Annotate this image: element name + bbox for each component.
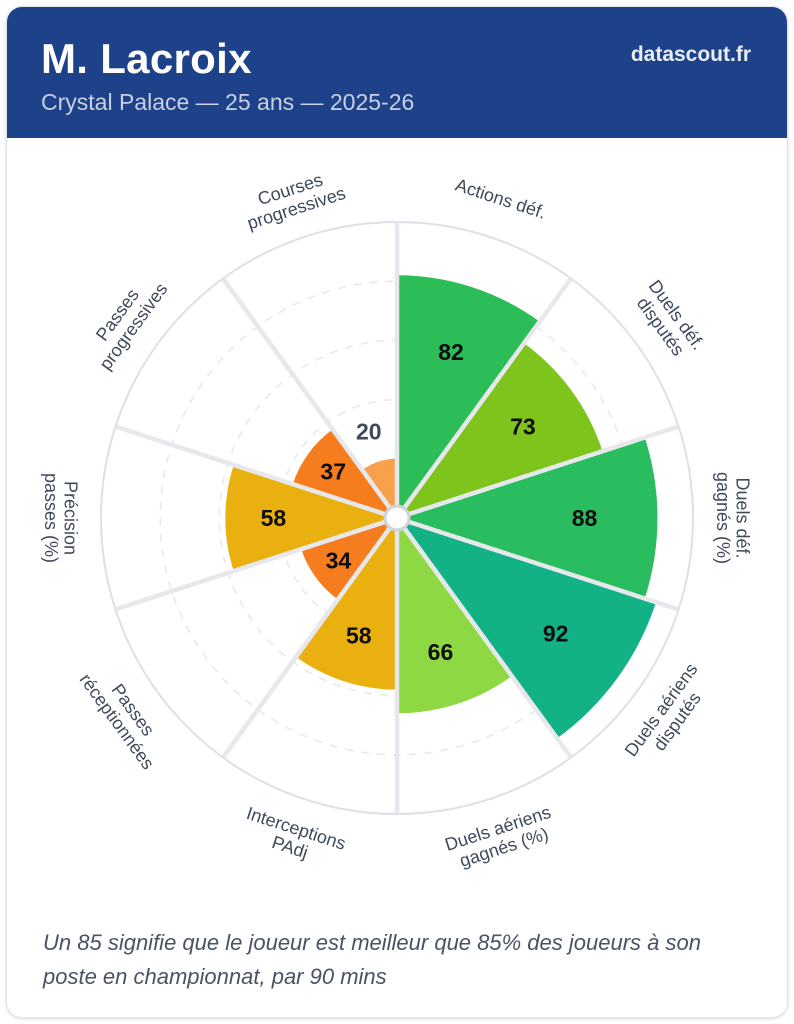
slice-value-4: 66: [428, 639, 454, 665]
slice-value-7: 58: [261, 505, 287, 531]
outer-ring: [100, 221, 694, 815]
player-name: M. Lacroix: [41, 35, 252, 82]
pizza-slice-7: [225, 464, 397, 572]
slice-value-3: 92: [543, 620, 569, 646]
pizza-slice-6: [301, 518, 397, 600]
axis-label-3: Duels aériensdisputés: [621, 659, 718, 771]
axis-label-4: Duels aériensgagnés (%): [442, 802, 559, 874]
pizza-chart-wrap: 82 73 88 92 66 58 34 58 37 20 Actions déf. Duels dé…: [7, 138, 787, 880]
spoke-1: [395, 277, 573, 520]
pizza-slice-0: [397, 275, 540, 518]
axis-label-7: Précisionpasses (%): [41, 473, 81, 563]
pizza-slice-3: [397, 518, 656, 739]
slice-value-1: 73: [510, 414, 536, 440]
pizza-slice-2: [397, 437, 658, 599]
slice-value-0: 82: [438, 339, 464, 365]
axis-label-0: Actions déf.: [453, 175, 549, 223]
slice-value-5: 58: [346, 623, 372, 649]
spoke-2: [396, 424, 680, 521]
slice-value-8: 37: [320, 459, 346, 485]
spoke-9: [221, 277, 399, 520]
slice-value-6: 34: [326, 548, 352, 574]
slice-value-9: 20: [356, 418, 382, 444]
pizza-slice-4: [397, 518, 512, 714]
spoke-7: [114, 515, 398, 612]
pizza-slice-8: [292, 429, 397, 518]
slice-value-2: 88: [572, 505, 598, 531]
spoke-4: [395, 516, 573, 759]
footnote: Un 85 signifie que le joueur est meilleu…: [43, 930, 701, 990]
brand-logo: datascout.fr: [630, 43, 751, 66]
player-card: datascout.fr M. Lacroix Crystal Palace —…: [6, 6, 788, 1018]
pizza-chart: 82 73 88 92 66 58 34 58 37 20 Actions déf. Duels dé…: [41, 164, 753, 874]
card-header: datascout.fr M. Lacroix Crystal Palace —…: [7, 7, 787, 138]
spoke-8: [114, 424, 398, 521]
axis-label-5: InterceptionsPAdj: [238, 803, 348, 873]
axis-label-1: Duels déf.disputés: [629, 276, 709, 365]
pizza-slice-1: [397, 343, 603, 518]
axis-label-2: Duels déf.gagnés (%): [713, 472, 753, 564]
pizza-slice-5: [296, 518, 397, 690]
spoke-3: [396, 515, 680, 612]
center-hub: [383, 504, 411, 532]
axis-label-6: Passesréceptionnées: [76, 658, 175, 773]
axis-label-8: Passesprogressives: [79, 268, 171, 374]
spoke-6: [221, 516, 399, 759]
player-meta: Crystal Palace — 25 ans — 2025-26: [41, 89, 415, 116]
axis-label-9: Coursesprogressives: [239, 164, 348, 233]
